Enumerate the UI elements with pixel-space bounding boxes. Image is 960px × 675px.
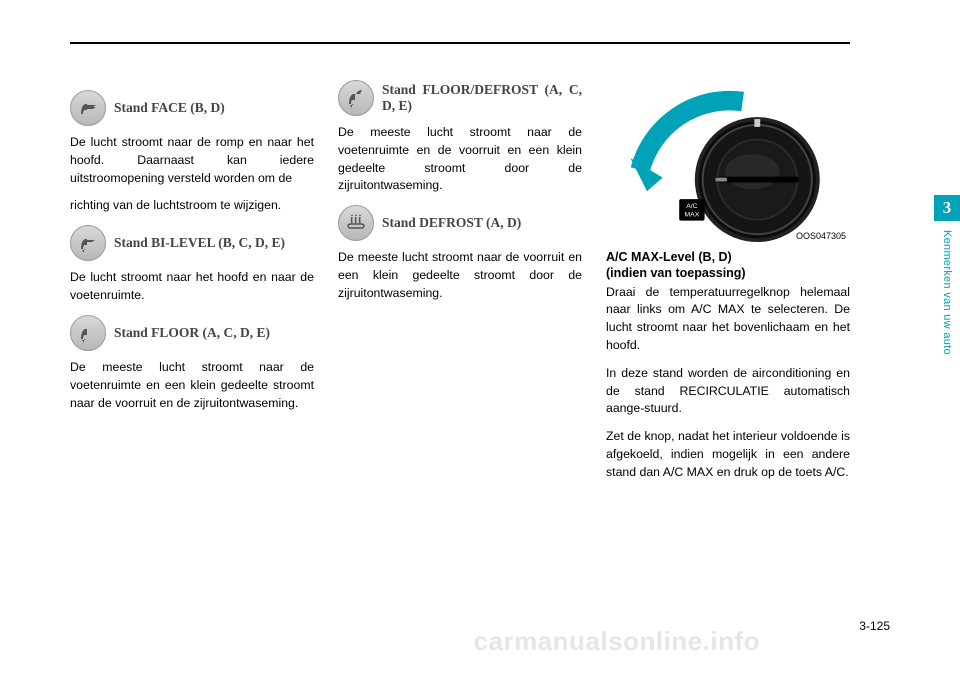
mode-face-label: Stand FACE (B, D) xyxy=(114,100,225,116)
svg-text:A/C: A/C xyxy=(686,203,697,210)
mode-floor-row: Stand FLOOR (A, C, D, E) xyxy=(70,315,314,351)
bilevel-icon xyxy=(70,225,106,261)
para-defrost: De meeste lucht stroomt naar de voorruit… xyxy=(338,249,582,302)
page-number: 3-125 xyxy=(859,619,890,633)
para-face-1: De lucht stroomt naar de romp en naar he… xyxy=(70,134,314,187)
acmax-title: A/C MAX-Level (B, D) (indien van toepass… xyxy=(606,249,850,282)
acmax-subtitle-text: (indien van toepassing) xyxy=(606,266,746,280)
manual-page: Stand FACE (B, D) De lucht stroomt naar … xyxy=(0,0,960,675)
dial-caption: OOS047305 xyxy=(796,230,846,243)
para-face-2: richting van de luchtstroom te wijzigen. xyxy=(70,197,314,215)
mode-defrost-label: Stand DEFROST (A, D) xyxy=(382,215,521,231)
mode-floordefrost-label: Stand FLOOR/DEFROST (A, C, D, E) xyxy=(382,82,582,114)
column-1: Stand FACE (B, D) De lucht stroomt naar … xyxy=(70,80,314,492)
para-floordefrost: De meeste lucht stroomt naar de voetenru… xyxy=(338,124,582,195)
chapter-side-text: Kenmerken van uw auto xyxy=(941,230,953,355)
ac-max-dial-image: A/C MAX OOS047305 xyxy=(606,80,850,245)
para-acmax-1: Draai de temperatuurregelknop helemaal n… xyxy=(606,284,850,355)
floordefrost-icon xyxy=(338,80,374,116)
top-rule xyxy=(70,42,850,44)
mode-bilevel-row: Stand BI-LEVEL (B, C, D, E) xyxy=(70,225,314,261)
para-acmax-2: In deze stand worden de airconditioning … xyxy=(606,365,850,418)
para-bilevel: De lucht stroomt naar het hoofd en naar … xyxy=(70,269,314,305)
face-icon xyxy=(70,90,106,126)
para-acmax-3: Zet de knop, nadat het interieur voldoen… xyxy=(606,428,850,481)
mode-floor-label: Stand FLOOR (A, C, D, E) xyxy=(114,325,270,341)
mode-floordefrost-row: Stand FLOOR/DEFROST (A, C, D, E) xyxy=(338,80,582,116)
mode-face-row: Stand FACE (B, D) xyxy=(70,90,314,126)
mode-defrost-row: Stand DEFROST (A, D) xyxy=(338,205,582,241)
column-2: Stand FLOOR/DEFROST (A, C, D, E) De mees… xyxy=(338,80,582,492)
svg-text:MAX: MAX xyxy=(684,212,699,219)
mode-bilevel-label: Stand BI-LEVEL (B, C, D, E) xyxy=(114,235,285,251)
chapter-tab: 3 xyxy=(934,195,960,221)
watermark: carmanualsonline.info xyxy=(474,626,760,657)
defrost-icon xyxy=(338,205,374,241)
content-columns: Stand FACE (B, D) De lucht stroomt naar … xyxy=(70,80,850,492)
para-floor: De meeste lucht stroomt naar de voetenru… xyxy=(70,359,314,412)
column-3: A/C MAX OOS047305 A/C MAX-Level (B, D) (… xyxy=(606,80,850,492)
floor-icon xyxy=(70,315,106,351)
acmax-title-text: A/C MAX-Level (B, D) xyxy=(606,250,732,264)
